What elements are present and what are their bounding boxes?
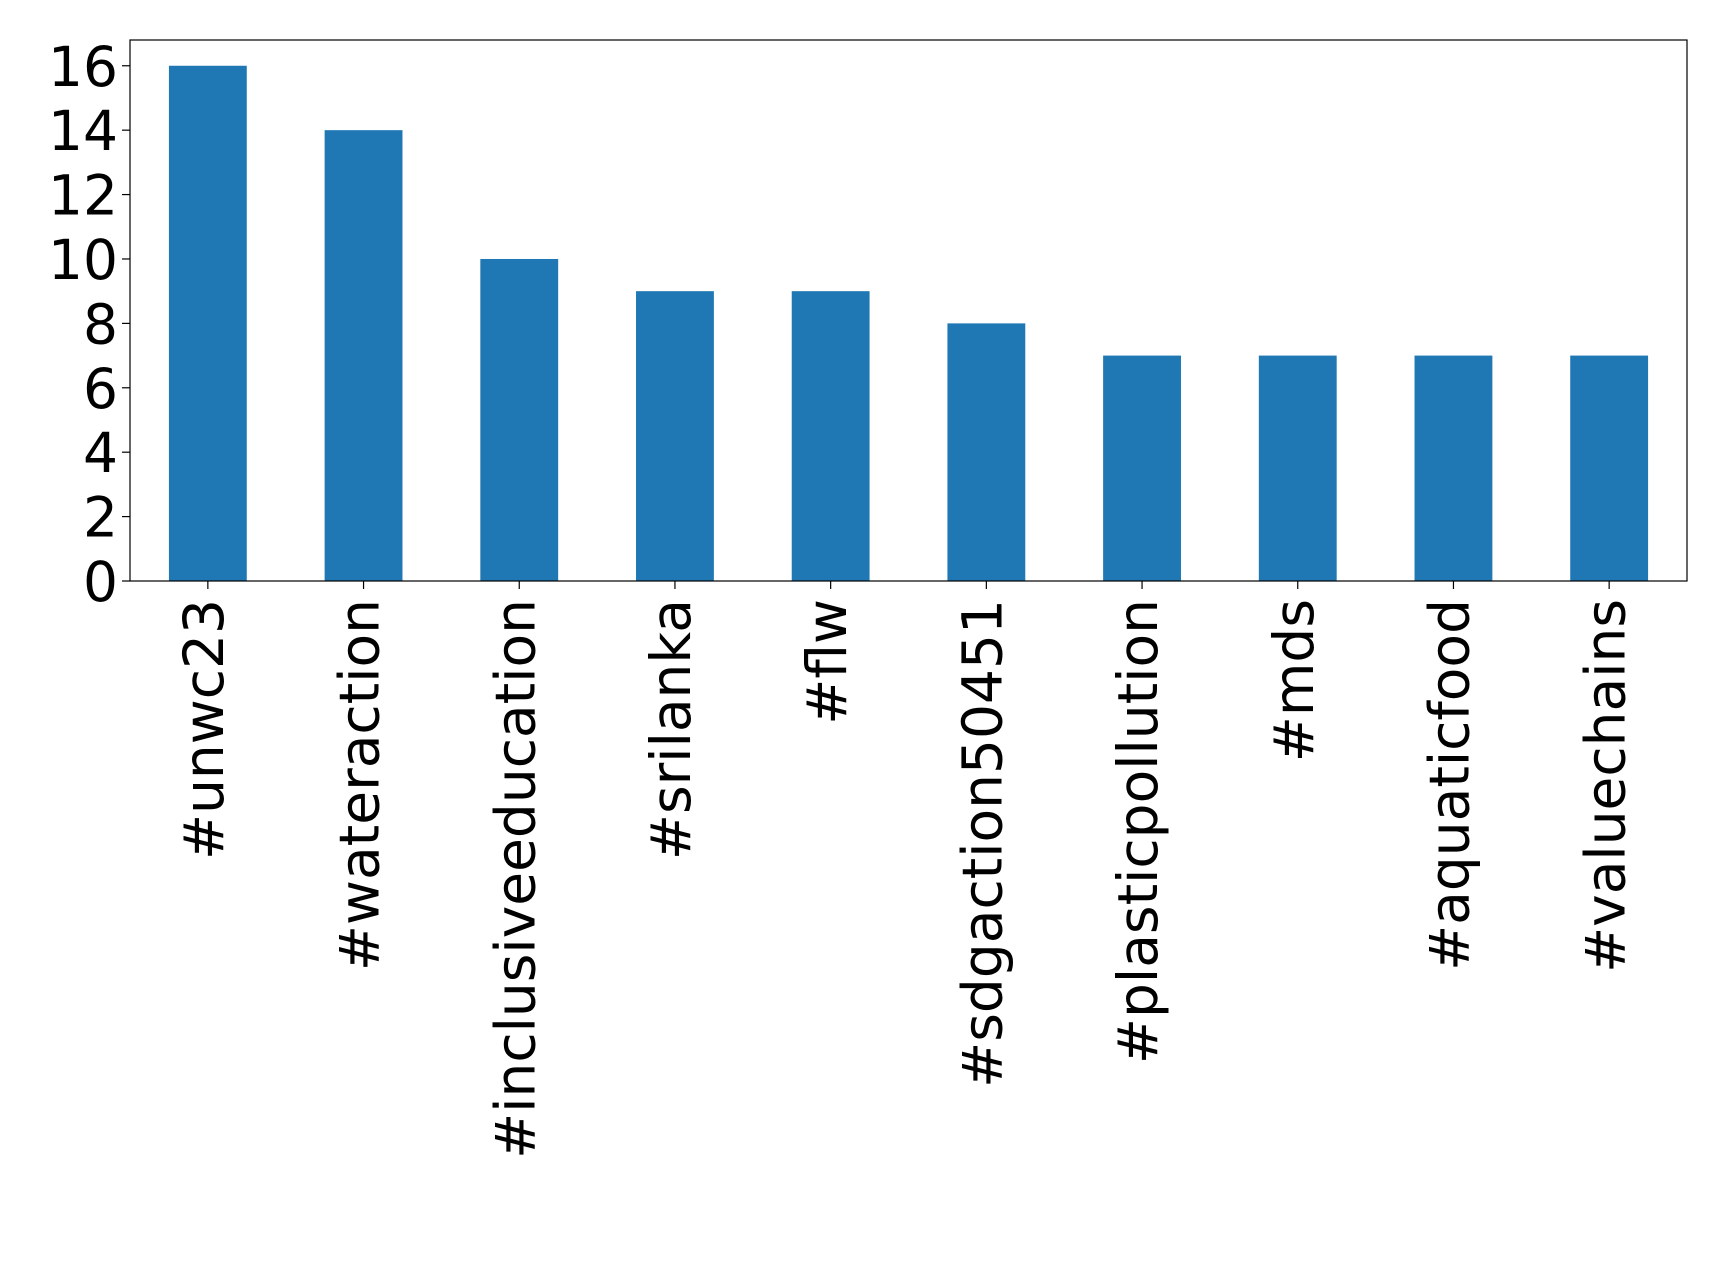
bar <box>168 65 247 581</box>
x-tick-label: #srilanka <box>639 599 703 860</box>
y-tick-label: 4 <box>83 421 118 485</box>
bar <box>1103 355 1181 581</box>
y-tick-label: 10 <box>48 228 118 292</box>
x-tick-label: #inclusiveeducation <box>483 599 547 1159</box>
y-tick-label: 12 <box>48 164 118 228</box>
y-tick-label: 16 <box>48 35 118 99</box>
x-tick-label: #flw <box>795 599 859 725</box>
y-tick-label: 8 <box>83 292 118 356</box>
x-tick-label: #mds <box>1262 599 1326 762</box>
x-tick-label: #sdgaction50451 <box>950 599 1014 1088</box>
bar <box>791 291 870 581</box>
x-tick-label: #valuechains <box>1573 599 1637 973</box>
x-tick-label: #wateraction <box>328 599 392 971</box>
x-tick-label: #aquaticfood <box>1418 599 1482 971</box>
bar <box>947 323 1026 581</box>
x-tick-label: #unwc23 <box>172 599 236 860</box>
bar <box>1258 355 1337 581</box>
plot-frame <box>129 39 1688 582</box>
bar <box>1414 355 1493 581</box>
y-tick-label: 2 <box>83 486 118 550</box>
bar <box>1570 355 1649 581</box>
bar <box>480 258 559 581</box>
bar <box>324 130 403 581</box>
bar <box>636 291 714 581</box>
y-tick-label: 0 <box>83 550 118 614</box>
y-tick-label: 6 <box>83 357 118 421</box>
x-tick-label: #plasticpollution <box>1106 599 1170 1064</box>
y-tick-label: 14 <box>48 99 118 163</box>
